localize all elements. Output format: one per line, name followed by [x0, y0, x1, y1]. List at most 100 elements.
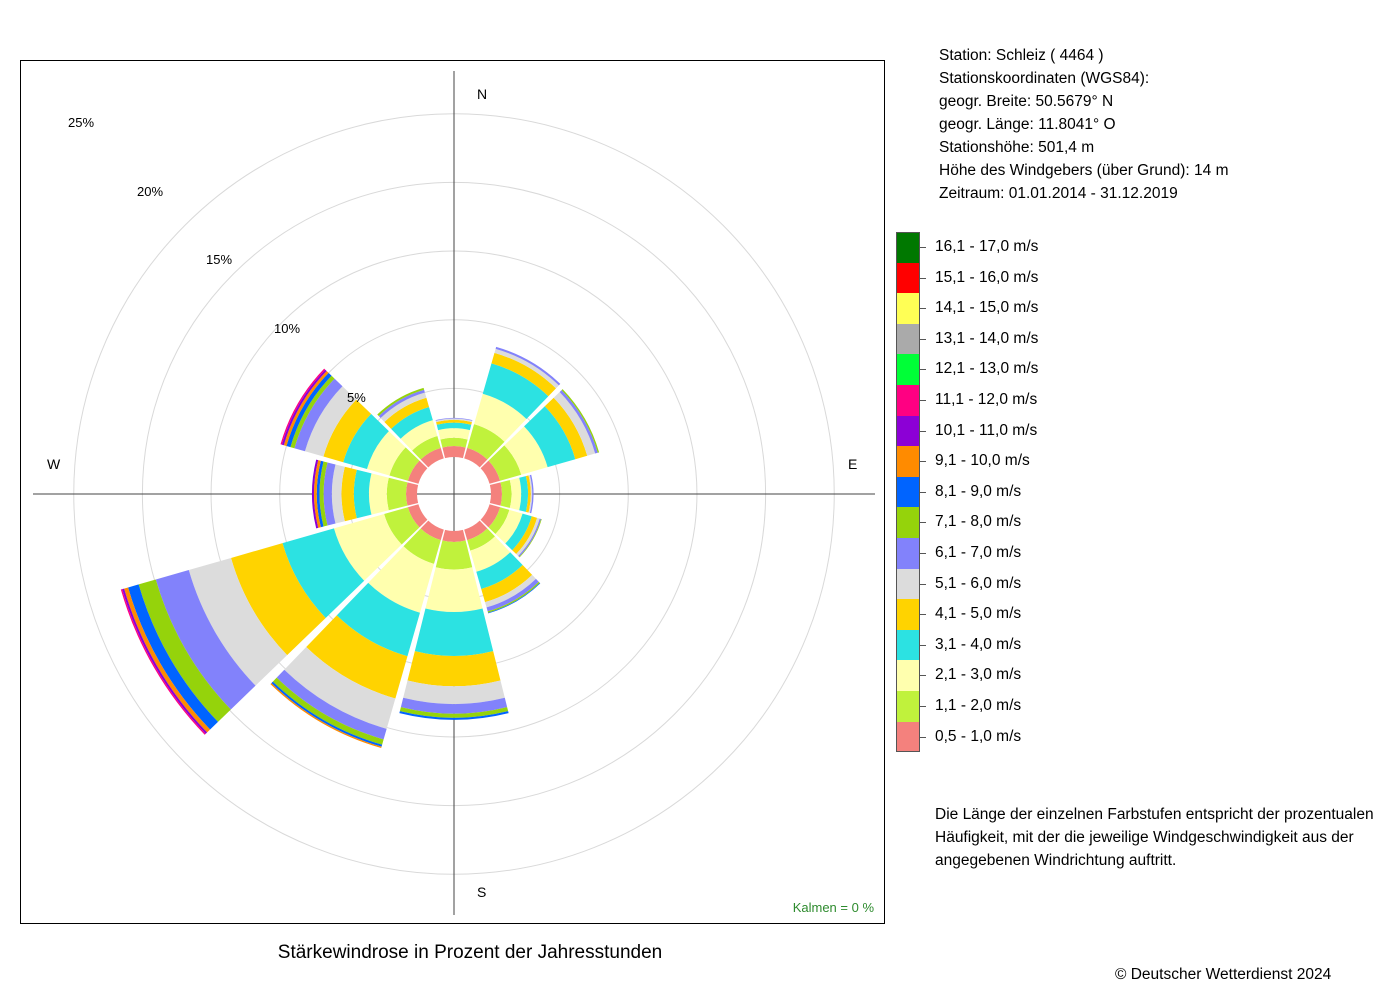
sector-240-class-5 [231, 543, 326, 656]
ring-label-15: 15% [206, 252, 233, 267]
sector-120-class-2 [488, 507, 510, 535]
legend-item: 5,1 - 6,0 m/s [896, 568, 1096, 600]
legend-tick [920, 400, 926, 401]
sector-90-class-4 [519, 476, 529, 512]
sector-270-class-11 [311, 459, 319, 529]
legend-tick [920, 644, 926, 646]
legend-item: 10,1 - 11,0 m/s [896, 415, 1096, 447]
station-longitude: geogr. Länge: 11.8041° O [939, 116, 1116, 133]
sector-30-class-4 [482, 363, 549, 419]
sector-120-class-3 [495, 509, 523, 544]
legend-tick [920, 430, 926, 432]
sector-300-class-4 [343, 413, 389, 470]
sector-60-class-2 [488, 445, 522, 481]
sector-210-class-1 [420, 520, 444, 541]
legend-tick [920, 553, 926, 554]
sector-90-class-3 [509, 477, 522, 511]
sector-150-class-6 [485, 574, 536, 608]
compass-west-label: W [47, 456, 61, 472]
legend-label: 16,1 - 17,0 m/s [935, 238, 1039, 255]
sector-240-class-8 [138, 579, 231, 722]
sector-0-class-3 [438, 428, 470, 440]
legend-swatch [896, 354, 920, 385]
legend-swatch [896, 599, 920, 630]
wind-rose-svg [33, 71, 875, 915]
legend-swatch [896, 629, 920, 661]
sector-180-class-3 [425, 567, 483, 613]
sector-0-class-7 [435, 417, 473, 421]
legend-tick [920, 461, 926, 463]
sector-210-class-4 [336, 582, 420, 657]
sector-120-class-4 [505, 513, 532, 551]
sector-180-class-5 [407, 651, 501, 687]
legend-tick [920, 736, 926, 738]
wind-sensor-height: Höhe des Windgebers (über Grund): 14 m [939, 162, 1229, 179]
chart-title: Stärkewindrose in Prozent der Jahresstun… [277, 942, 663, 963]
sector-270-class-7 [323, 462, 336, 526]
explanation-note: Die Länge der einzelnen Farbstufen entsp… [935, 806, 1374, 869]
sector-30-class-2 [467, 424, 505, 460]
sector-150-class-1 [464, 520, 488, 541]
legend-swatch [896, 691, 920, 722]
legend-swatch [896, 262, 920, 294]
legend-item: 7,1 - 8,0 m/s [896, 507, 1096, 538]
sector-180-class-7 [400, 697, 508, 714]
legend-tick [920, 338, 926, 340]
sector-300-class-5 [323, 399, 372, 463]
legend-tick [920, 583, 926, 585]
station-coordinates-heading: Stationskoordinaten (WGS84): [939, 70, 1150, 87]
sector-300-class-2 [389, 447, 420, 481]
legend-item: 9,1 - 10,0 m/s [896, 446, 1096, 477]
legend-label: 14,1 - 15,0 m/s [935, 299, 1039, 317]
sector-0-class-2 [440, 437, 468, 448]
sector-180-class-6 [403, 680, 505, 704]
compass-north-label: N [477, 86, 488, 102]
legend-item: 8,1 - 9,0 m/s [896, 476, 1096, 508]
sector-120-class-1 [480, 504, 501, 528]
ring-label-20: 20% [137, 184, 164, 199]
sector-300-class-6 [304, 386, 357, 457]
sector-300-class-3 [366, 431, 406, 476]
wind-rose-plot: N E S W 5% 10% 15% 20% 25% Kalmen = 0 % [20, 60, 885, 924]
legend-label: 10,1 - 11,0 m/s [935, 421, 1038, 439]
legend-label: 3,1 - 4,0 m/s [935, 635, 1022, 653]
sector-270-class-9 [316, 460, 324, 528]
sector-270-class-1 [406, 482, 419, 506]
legend-item: 3,1 - 4,0 m/s [896, 629, 1096, 661]
legend-label: 15,1 - 16,0 m/s [935, 268, 1039, 286]
sector-330-class-1 [420, 447, 444, 468]
sector-240-class-4 [282, 528, 365, 618]
legend-tick [920, 308, 926, 310]
sector-330-class-8 [377, 387, 425, 417]
legend-item: 6,1 - 7,0 m/s [896, 538, 1096, 569]
sector-60-class-6 [553, 391, 596, 456]
sector-180-class-9 [399, 711, 509, 720]
sector-330-class-2 [412, 435, 441, 460]
sector-60-class-7 [559, 390, 598, 454]
legend-swatch [896, 476, 920, 508]
legend-tick [920, 369, 926, 371]
sector-0-class-4 [436, 422, 472, 431]
sector-30-class-1 [464, 447, 488, 468]
legend-item: 2,1 - 3,0 m/s [896, 660, 1096, 691]
legend-label: 9,1 - 10,0 m/s [935, 452, 1030, 470]
sector-30-class-7 [495, 346, 561, 386]
legend-swatch [896, 660, 920, 691]
legend-label: 2,1 - 3,0 m/s [935, 666, 1022, 684]
legend-swatch [896, 446, 920, 477]
legend-item: 12,1 - 13,0 m/s [896, 354, 1096, 385]
legend-tick [920, 522, 926, 524]
sector-330-class-4 [391, 406, 433, 439]
sector-0-class-1 [442, 446, 466, 459]
sector-60-class-1 [480, 460, 501, 484]
legend-tick [920, 706, 926, 707]
legend-item: 15,1 - 16,0 m/s [896, 262, 1096, 294]
legend-swatch [896, 721, 920, 753]
sector-330-class-7 [378, 389, 425, 419]
sector-90-class-6 [528, 475, 533, 513]
legend-item: 13,1 - 14,0 m/s [896, 323, 1096, 355]
sector-150-class-7 [486, 578, 539, 612]
sector-270-class-2 [386, 477, 408, 511]
sector-210-class-7 [276, 669, 387, 740]
sector-240-class-9 [128, 584, 219, 730]
